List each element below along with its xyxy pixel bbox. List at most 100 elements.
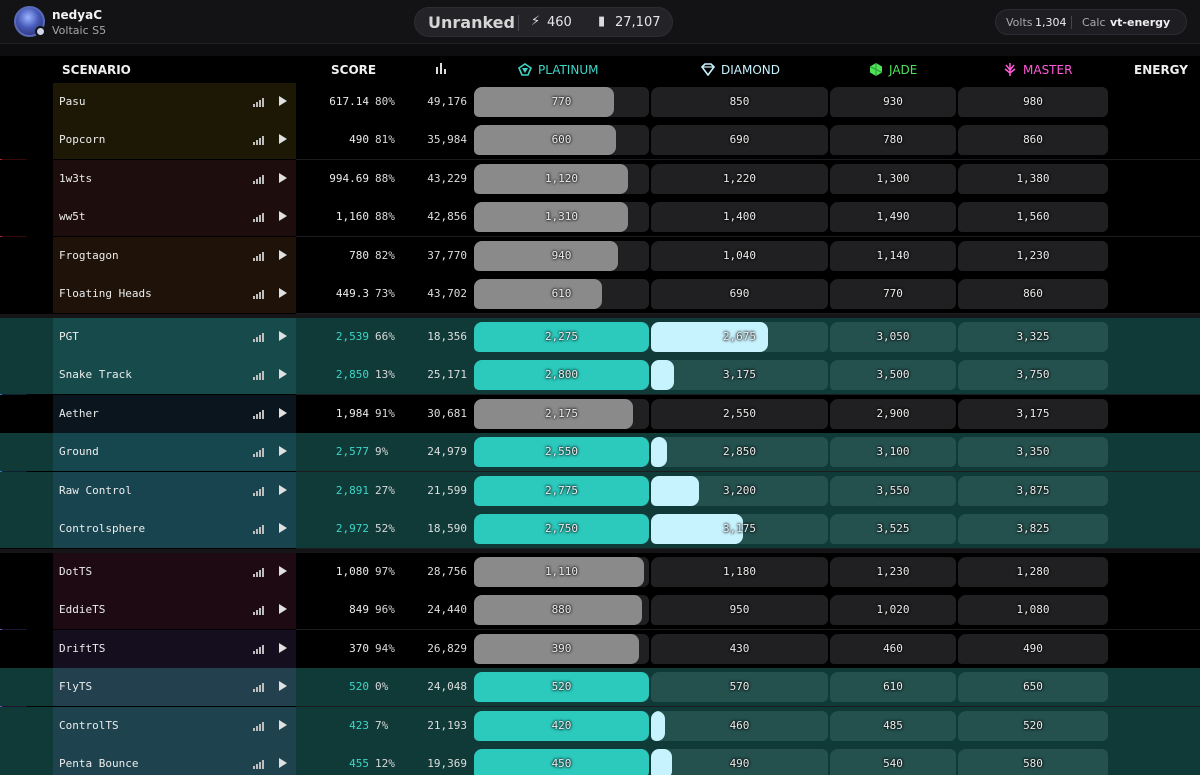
- scenario-name[interactable]: DotTS: [59, 565, 93, 578]
- table-row[interactable]: 1w3ts 994.69 88% 43,229 1,120 1,220 1,300 1,380: [0, 160, 1200, 198]
- leaderboard-icon[interactable]: [253, 135, 265, 145]
- scenario-name[interactable]: Raw Control: [59, 484, 132, 497]
- play-icon[interactable]: [279, 134, 287, 144]
- play-icon[interactable]: [279, 211, 287, 221]
- scenario-cell[interactable]: PGT: [53, 318, 296, 356]
- leaderboard-icon[interactable]: [253, 447, 265, 457]
- col-score[interactable]: SCORE: [331, 63, 377, 77]
- col-platinum[interactable]: PLATINUM: [518, 63, 598, 77]
- play-icon[interactable]: [279, 369, 287, 379]
- scenario-cell[interactable]: Pasu: [53, 83, 296, 121]
- scenario-name[interactable]: Snake Track: [59, 368, 132, 381]
- scenario-cell[interactable]: Frogtagon: [53, 237, 296, 275]
- play-icon[interactable]: [279, 604, 287, 614]
- scenario-cell[interactable]: ControlTS: [53, 707, 296, 745]
- scenario-cell[interactable]: 1w3ts: [53, 160, 296, 198]
- table-row[interactable]: FlyTS 520 0% 24,048 520 570 610 650: [0, 668, 1200, 706]
- table-row[interactable]: ControlTS 423 7% 21,193 420 460 485 520: [0, 707, 1200, 745]
- table-row[interactable]: ww5t 1,160 88% 42,856 1,310 1,400 1,490 1,560: [0, 198, 1200, 236]
- table-row[interactable]: DotTS 1,080 97% 28,756 1,110 1,180 1,230 1,280: [0, 553, 1200, 591]
- leaderboard-icon[interactable]: [253, 212, 265, 222]
- leaderboard-icon[interactable]: [253, 332, 265, 342]
- scenario-name[interactable]: Frogtagon: [59, 249, 119, 262]
- scenario-cell[interactable]: Controlsphere: [53, 510, 296, 548]
- scenario-name[interactable]: Pasu: [59, 95, 86, 108]
- scenario-name[interactable]: PGT: [59, 330, 79, 343]
- play-icon[interactable]: [279, 408, 287, 418]
- leaderboard-icon[interactable]: [253, 370, 265, 380]
- scenario-cell[interactable]: Popcorn: [53, 121, 296, 159]
- leaderboard-icon[interactable]: [253, 682, 265, 692]
- scenario-name[interactable]: ww5t: [59, 210, 86, 223]
- col-diamond[interactable]: DIAMOND: [701, 63, 780, 77]
- leaderboard-icon[interactable]: [253, 409, 265, 419]
- scenario-cell[interactable]: Snake Track: [53, 356, 296, 394]
- table-row[interactable]: EddieTS 849 96% 24,440 880 950 1,020 1,080: [0, 591, 1200, 629]
- play-icon[interactable]: [279, 485, 287, 495]
- play-icon[interactable]: [279, 681, 287, 691]
- scenario-cell[interactable]: DriftTS: [53, 630, 296, 668]
- scenario-name[interactable]: Aether: [59, 407, 99, 420]
- table-row[interactable]: Popcorn 490 81% 35,984 600 690 780 860: [0, 121, 1200, 159]
- table-row[interactable]: PGT 2,539 66% 18,356 2,275 2,675 3,050 3,325: [0, 318, 1200, 356]
- scenario-cell[interactable]: Floating Heads: [53, 275, 296, 313]
- leaderboard-icon[interactable]: [253, 605, 265, 615]
- scenario-name[interactable]: Controlsphere: [59, 522, 146, 535]
- leaderboard-icon[interactable]: [253, 486, 265, 496]
- scenario-cell[interactable]: Raw Control: [53, 472, 296, 510]
- scenario-name[interactable]: ControlTS: [59, 719, 119, 732]
- leaderboard-icon[interactable]: [253, 567, 265, 577]
- col-master[interactable]: MASTER: [1003, 63, 1072, 77]
- table-row[interactable]: Ground 2,577 9% 24,979 2,550 2,850 3,100 3,350: [0, 433, 1200, 471]
- col-scenario[interactable]: SCENARIO: [62, 63, 131, 77]
- bar-chart-icon[interactable]: [435, 62, 447, 77]
- play-icon[interactable]: [279, 720, 287, 730]
- play-icon[interactable]: [279, 523, 287, 533]
- play-icon[interactable]: [279, 446, 287, 456]
- scenario-cell[interactable]: FlyTS: [53, 668, 296, 706]
- table-row[interactable]: DriftTS 370 94% 26,829 390 430 460 490: [0, 630, 1200, 668]
- leaderboard-icon[interactable]: [253, 97, 265, 107]
- play-icon[interactable]: [279, 566, 287, 576]
- play-icon[interactable]: [279, 288, 287, 298]
- play-icon[interactable]: [279, 96, 287, 106]
- play-icon[interactable]: [279, 250, 287, 260]
- leaderboard-icon[interactable]: [253, 759, 265, 769]
- play-icon[interactable]: [279, 758, 287, 768]
- scenario-cell[interactable]: DotTS: [53, 553, 296, 591]
- scenario-name[interactable]: Popcorn: [59, 133, 106, 146]
- table-row[interactable]: Frogtagon 780 82% 37,770 940 1,040 1,140 1,230: [0, 237, 1200, 275]
- scenario-name[interactable]: Ground: [59, 445, 99, 458]
- scenario-cell[interactable]: Ground: [53, 433, 296, 471]
- volts-calc-pill[interactable]: Volts 1,304 Calc vt-energy: [995, 9, 1187, 35]
- table-row[interactable]: Pasu 617.14 80% 49,176 770 850 930 980: [0, 83, 1200, 121]
- table-row[interactable]: Aether 1,984 91% 30,681 2,175 2,550 2,900 3,175: [0, 395, 1200, 433]
- table-row[interactable]: Penta Bounce 455 12% 19,369 450 490 540 580: [0, 745, 1200, 775]
- table-row[interactable]: Raw Control 2,891 27% 21,599 2,775 3,200 3,550…: [0, 472, 1200, 510]
- play-icon[interactable]: [279, 643, 287, 653]
- calc-select[interactable]: vt-energy: [1110, 16, 1171, 29]
- scenario-name[interactable]: EddieTS: [59, 603, 106, 616]
- leaderboard-icon[interactable]: [253, 251, 265, 261]
- scenario-name[interactable]: DriftTS: [59, 642, 106, 655]
- scenario-name[interactable]: 1w3ts: [59, 172, 93, 185]
- table-row[interactable]: Snake Track 2,850 13% 25,171 2,800 3,175 3,500…: [0, 356, 1200, 394]
- table-row[interactable]: Controlsphere 2,972 52% 18,590 2,750 3,175 3,5…: [0, 510, 1200, 548]
- col-energy[interactable]: ENERGY: [1134, 63, 1188, 77]
- leaderboard-icon[interactable]: [253, 174, 265, 184]
- scenario-cell[interactable]: ww5t: [53, 198, 296, 236]
- play-icon[interactable]: [279, 173, 287, 183]
- scenario-cell[interactable]: EddieTS: [53, 591, 296, 629]
- leaderboard-icon[interactable]: [253, 524, 265, 534]
- scenario-name[interactable]: Floating Heads: [59, 287, 152, 300]
- leaderboard-icon[interactable]: [253, 721, 265, 731]
- play-icon[interactable]: [279, 331, 287, 341]
- leaderboard-icon[interactable]: [253, 644, 265, 654]
- avatar[interactable]: [14, 6, 45, 37]
- scenario-cell[interactable]: Aether: [53, 395, 296, 433]
- leaderboard-icon[interactable]: [253, 289, 265, 299]
- scenario-name[interactable]: FlyTS: [59, 680, 93, 693]
- scenario-cell[interactable]: Penta Bounce: [53, 745, 296, 775]
- table-row[interactable]: Floating Heads 449.3 73% 43,702 610 690 770 860: [0, 275, 1200, 313]
- col-jade[interactable]: JADE: [869, 63, 917, 77]
